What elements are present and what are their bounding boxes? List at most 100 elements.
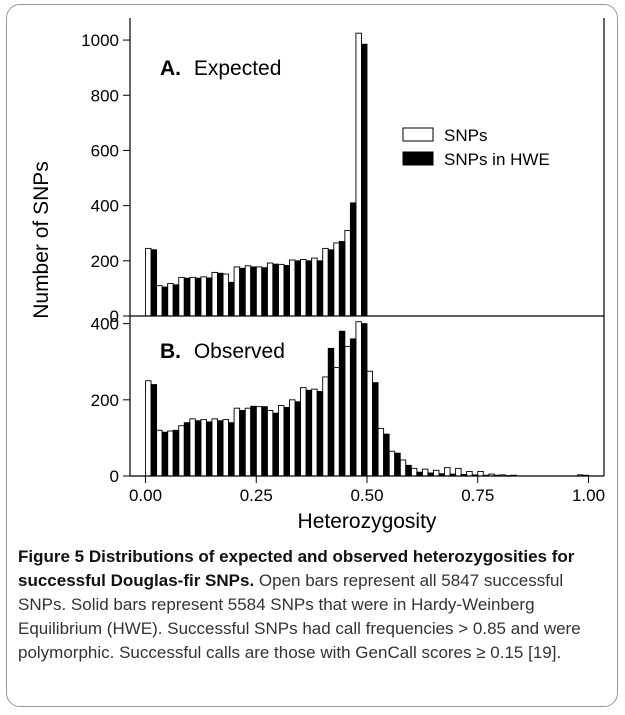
bar-snps-hwe: [183, 277, 191, 317]
bar-snps-hwe: [349, 338, 357, 477]
bar-snps: [277, 405, 285, 477]
bar-snps-hwe: [172, 284, 180, 317]
bar-snps: [211, 418, 218, 477]
bar-snps: [211, 271, 218, 317]
bar-snps-hwe: [161, 431, 169, 477]
bar-snps: [266, 262, 274, 317]
bar-snps: [233, 407, 241, 477]
bar-snps: [388, 450, 396, 477]
bar-snps-hwe: [261, 406, 268, 477]
bar-snps-hwe: [239, 410, 246, 477]
bar-snps: [277, 263, 285, 317]
bar-snps: [377, 427, 385, 477]
bar-snps-hwe: [194, 277, 202, 317]
bar-snps: [289, 399, 296, 477]
panel-a-letter: A.: [160, 57, 181, 80]
bar-snps-hwe: [217, 272, 224, 317]
bar-snps: [444, 467, 451, 477]
bar-snps: [344, 230, 351, 317]
bar-snps-hwe: [150, 384, 158, 477]
bar-snps: [421, 468, 429, 477]
bar-snps: [466, 470, 473, 477]
bar-snps-hwe: [283, 406, 290, 477]
bar-snps-hwe: [250, 266, 257, 317]
legend-swatch-hwe: [402, 151, 434, 166]
bar-snps-hwe: [239, 267, 246, 317]
bar-snps-hwe: [372, 382, 379, 477]
bar-snps: [244, 407, 252, 477]
bar-snps: [244, 265, 252, 317]
bar-snps: [222, 273, 230, 317]
bar-snps: [200, 276, 207, 317]
bar-snps-hwe: [327, 249, 335, 317]
x-tick-label: 0.25: [240, 486, 273, 505]
bar-snps-hwe: [394, 452, 401, 477]
bar-snps-hwe: [294, 260, 302, 317]
bar-snps-hwe: [228, 281, 235, 317]
bar-snps: [156, 429, 163, 477]
bar-snps: [255, 266, 263, 317]
x-tick-label: 0.00: [129, 486, 162, 505]
bar-snps-hwe: [205, 277, 213, 317]
bar-snps: [311, 257, 318, 317]
panel-a-title: Expected: [194, 57, 282, 80]
bar-snps-hwe: [205, 421, 213, 477]
bar-snps: [399, 459, 407, 477]
caption-body: Open bars represent all 5847 successful …: [18, 571, 581, 662]
bar-snps: [333, 242, 340, 317]
x-tick-label: 0.50: [350, 486, 383, 505]
bar-snps-hwe: [305, 389, 313, 477]
bar-snps: [200, 419, 207, 477]
bar-snps: [167, 430, 174, 477]
bar-snps: [322, 376, 329, 477]
bar-snps-hwe: [338, 241, 346, 317]
bar-snps: [455, 467, 462, 477]
bar-snps: [477, 470, 484, 477]
bar-snps: [432, 469, 440, 477]
panel-expected: 0 200 400 600 800 1000: [81, 18, 604, 326]
x-axis: 0.00 0.25 0.50 0.75 1.00: [129, 18, 605, 505]
bar-snps-hwe: [150, 249, 158, 317]
bar-snps-hwe: [361, 43, 368, 317]
bar-snps: [145, 380, 152, 477]
bar-snps-hwe: [228, 422, 235, 477]
bar-snps: [300, 387, 307, 477]
bar-snps-hwe: [172, 429, 180, 477]
y-tick-label: 0: [110, 307, 119, 326]
bar-snps-hwe: [183, 422, 191, 477]
bar-snps: [355, 321, 362, 477]
bar-snps: [344, 346, 351, 477]
panel-observed: 0 200 400: [91, 315, 604, 486]
bar-snps: [222, 419, 230, 477]
y-axis-label: Number of SNPs: [30, 161, 53, 319]
bar-snps: [178, 276, 185, 317]
bar-snps-hwe: [250, 405, 257, 477]
y-tick-label: 200: [91, 252, 119, 271]
bar-snps-hwe: [405, 464, 412, 477]
panel-b-title: Observed: [194, 340, 285, 363]
y-tick-label: 400: [91, 315, 119, 334]
bar-snps: [189, 276, 196, 317]
bar-snps: [233, 266, 241, 317]
legend-label-hwe: SNPs in HWE: [444, 150, 550, 169]
bar-snps: [289, 259, 296, 317]
figure-caption: Figure 5 Distributions of expected and o…: [18, 545, 613, 665]
legend-label-snps: SNPs: [444, 126, 487, 145]
x-axis-label: Heterozygosity: [298, 510, 437, 533]
bar-snps: [322, 247, 329, 317]
bar-snps: [366, 370, 373, 477]
caption-title: Figure 5 Distributions of expected and o…: [18, 547, 575, 590]
bar-snps: [311, 388, 318, 477]
bar-snps: [410, 467, 418, 477]
bar-snps: [178, 425, 185, 477]
y-tick-label: 600: [91, 141, 119, 160]
bar-snps-hwe: [194, 420, 202, 477]
bar-snps: [167, 282, 174, 317]
panel-b-letter: B.: [160, 340, 181, 363]
bar-snps: [355, 32, 362, 317]
bar-snps-hwe: [261, 267, 268, 317]
bar-snps-hwe: [217, 420, 224, 477]
panel-a-label: A. Expected: [160, 57, 281, 80]
legend: SNPs SNPs in HWE: [402, 126, 550, 169]
